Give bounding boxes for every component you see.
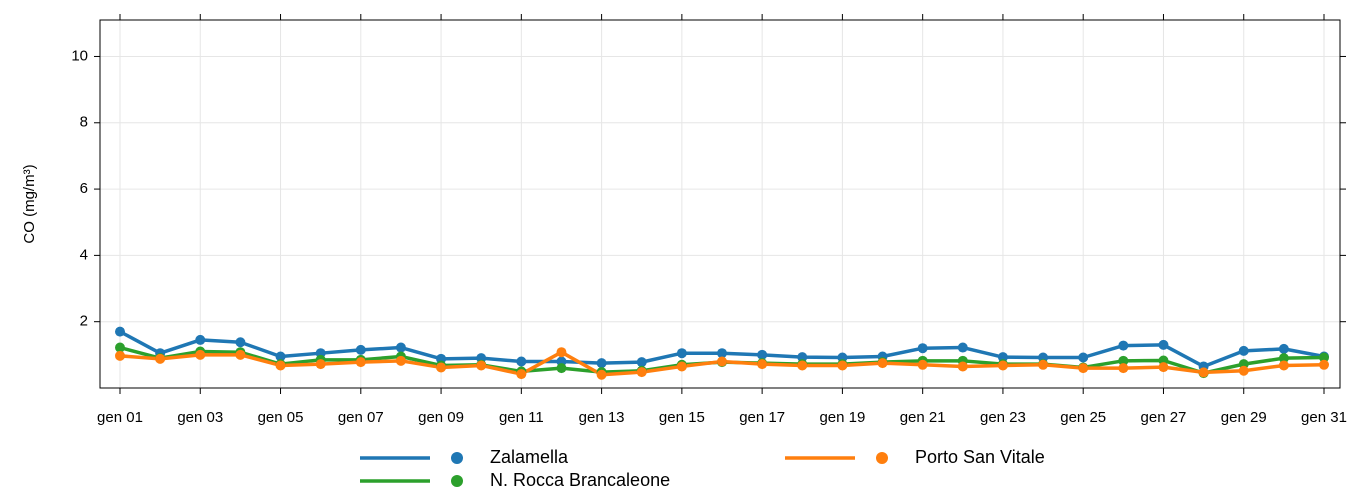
x-tick-label: gen 29 — [1221, 409, 1267, 426]
data-point — [395, 342, 406, 353]
y-axis-label: CO (mg/m³) — [21, 164, 38, 243]
x-tick-label: gen 31 — [1301, 409, 1347, 426]
data-point — [315, 359, 326, 370]
y-tick-label: 8 — [80, 114, 88, 131]
data-point — [436, 362, 447, 373]
data-point — [797, 352, 808, 363]
x-tick-label: gen 05 — [258, 409, 304, 426]
data-point — [596, 358, 607, 369]
data-point — [1278, 353, 1289, 364]
data-point — [556, 347, 567, 358]
x-tick-label: gen 03 — [177, 409, 223, 426]
data-point — [757, 359, 768, 370]
legend-label: Porto San Vitale — [915, 447, 1045, 467]
x-tick-label: gen 25 — [1060, 409, 1106, 426]
data-point — [1319, 352, 1329, 363]
data-point — [636, 357, 647, 368]
data-point — [1158, 362, 1169, 373]
data-point — [556, 363, 567, 374]
data-point — [355, 344, 366, 355]
legend-marker — [876, 452, 888, 464]
data-point — [676, 361, 687, 372]
x-tick-label: gen 15 — [659, 409, 705, 426]
data-point — [115, 326, 125, 337]
data-point — [757, 349, 768, 360]
data-point — [1118, 355, 1129, 366]
data-point — [997, 352, 1008, 363]
data-point — [717, 348, 727, 359]
data-point — [676, 348, 687, 359]
x-tick-label: gen 19 — [819, 409, 865, 426]
x-tick-label: gen 11 — [499, 409, 544, 426]
data-point — [1118, 340, 1129, 351]
data-point — [1238, 345, 1249, 356]
data-point — [1278, 360, 1289, 371]
data-point — [275, 360, 286, 371]
y-tick-label: 6 — [80, 180, 88, 197]
legend-marker — [451, 452, 463, 464]
data-point — [1078, 363, 1089, 374]
y-tick-label: 10 — [71, 47, 88, 64]
data-point — [837, 360, 848, 371]
data-point — [1319, 359, 1329, 370]
x-tick-label: gen 01 — [97, 409, 143, 426]
data-point — [235, 349, 246, 360]
data-point — [395, 355, 406, 366]
plot-frame — [99, 19, 1341, 389]
data-point — [1078, 352, 1089, 363]
data-point — [997, 360, 1008, 371]
data-point — [797, 360, 808, 371]
x-tick-label: gen 27 — [1141, 409, 1187, 426]
data-point — [1158, 339, 1169, 350]
data-point — [195, 334, 206, 345]
data-point — [596, 369, 607, 380]
data-point — [1238, 365, 1249, 376]
data-point — [355, 357, 366, 368]
data-point — [1118, 363, 1129, 374]
data-point — [1198, 367, 1209, 378]
legend-marker — [451, 475, 463, 487]
data-point — [275, 351, 286, 362]
data-point — [717, 356, 727, 367]
data-point — [917, 343, 928, 354]
data-point — [115, 342, 125, 353]
data-point — [155, 353, 166, 364]
data-point — [1278, 343, 1289, 354]
data-point — [476, 360, 487, 371]
data-point — [195, 349, 206, 360]
data-point — [636, 367, 647, 378]
x-tick-label: gen 17 — [739, 409, 785, 426]
data-point — [235, 337, 246, 348]
y-tick-label: 4 — [80, 246, 88, 263]
x-tick-label: gen 09 — [418, 409, 464, 426]
data-point — [917, 359, 928, 370]
x-tick-label: gen 21 — [900, 409, 946, 426]
data-point — [115, 350, 125, 361]
legend-label: Zalamella — [490, 447, 569, 467]
data-point — [516, 356, 527, 367]
legend-label: N. Rocca Brancaleone — [490, 470, 670, 489]
y-tick-label: 2 — [80, 313, 88, 330]
x-tick-label: gen 23 — [980, 409, 1026, 426]
data-point — [1038, 359, 1049, 370]
data-point — [957, 361, 968, 372]
x-tick-label: gen 13 — [579, 409, 625, 426]
data-point — [877, 358, 888, 369]
x-tick-label: gen 07 — [338, 409, 384, 426]
data-point — [957, 342, 968, 353]
data-point — [516, 369, 527, 380]
